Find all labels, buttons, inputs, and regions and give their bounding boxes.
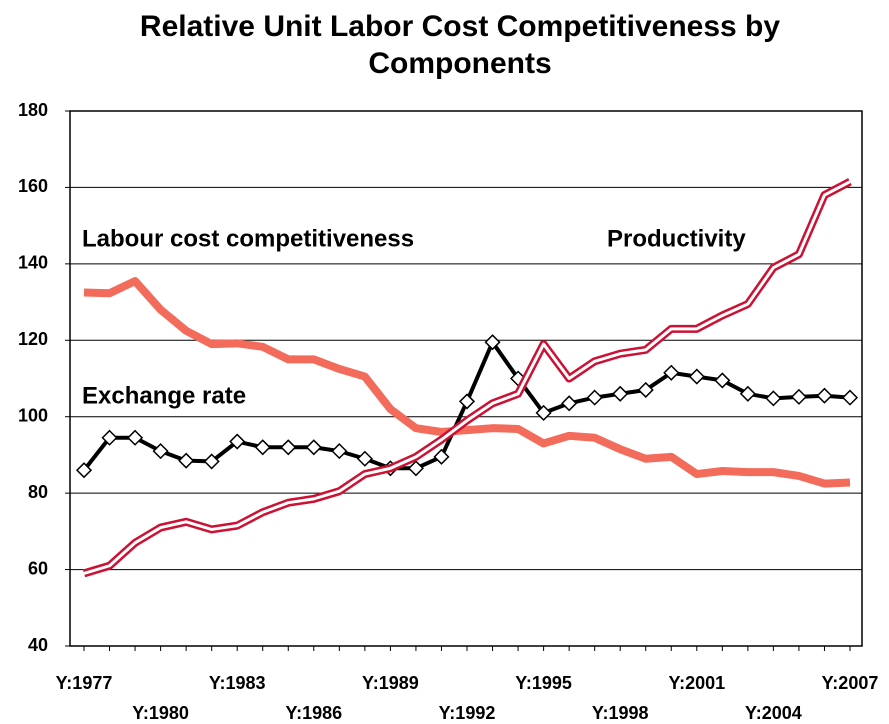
y-tick-label: 60 xyxy=(28,558,48,578)
marker xyxy=(407,460,424,477)
marker xyxy=(637,381,654,399)
x-tick-label: Y:1989 xyxy=(362,673,419,693)
marker xyxy=(280,439,297,456)
series-label: Exchange rate xyxy=(82,382,246,409)
marker xyxy=(203,453,220,470)
marker xyxy=(331,443,348,460)
marker xyxy=(663,364,680,381)
marker xyxy=(790,388,807,405)
marker xyxy=(841,389,859,406)
y-tick-label: 140 xyxy=(18,253,48,273)
marker xyxy=(433,448,450,465)
marker xyxy=(75,462,93,479)
marker xyxy=(458,393,476,410)
marker xyxy=(101,429,118,446)
series-line-core xyxy=(83,180,851,575)
x-tick-label: Y:2007 xyxy=(822,673,879,693)
series-line xyxy=(83,277,851,488)
marker xyxy=(535,404,552,421)
plot-frame xyxy=(69,110,863,647)
x-tick-label: Y:1977 xyxy=(56,673,113,693)
y-tick-label: 120 xyxy=(18,329,48,349)
y-tick-label: 80 xyxy=(28,482,48,502)
x-tick-label: Y:1980 xyxy=(132,703,189,723)
x-tick-label: Y:1992 xyxy=(439,703,496,723)
marker xyxy=(586,389,603,406)
y-tick-label: 160 xyxy=(18,176,48,196)
x-tick-label: Y:1995 xyxy=(515,673,572,693)
x-tick-label: Y:1983 xyxy=(209,673,266,693)
y-tick-label: 100 xyxy=(18,405,48,425)
marker xyxy=(229,433,246,450)
marker xyxy=(688,368,705,385)
x-tick-label: Y:2004 xyxy=(745,703,802,723)
marker xyxy=(484,334,501,351)
marker xyxy=(152,443,169,460)
marker xyxy=(305,439,322,456)
x-tick-label: Y:1998 xyxy=(592,703,649,723)
marker xyxy=(127,429,144,446)
chart-title: Relative Unit Labor Cost Competitiveness… xyxy=(139,10,781,80)
marker xyxy=(816,387,833,404)
x-tick-label: Y:1986 xyxy=(285,703,342,723)
marker xyxy=(356,450,373,467)
series-label: Labour cost competitiveness xyxy=(82,225,414,252)
marker xyxy=(561,395,578,412)
y-tick-label: 180 xyxy=(18,100,48,120)
x-tick-label: Y:2001 xyxy=(668,673,725,693)
series-label: Productivity xyxy=(607,225,746,252)
marker xyxy=(739,385,756,402)
marker xyxy=(765,390,782,407)
marker xyxy=(178,452,195,469)
marker xyxy=(714,372,731,389)
marker xyxy=(254,439,271,456)
y-tick-label: 40 xyxy=(28,635,48,655)
marker xyxy=(612,385,629,402)
